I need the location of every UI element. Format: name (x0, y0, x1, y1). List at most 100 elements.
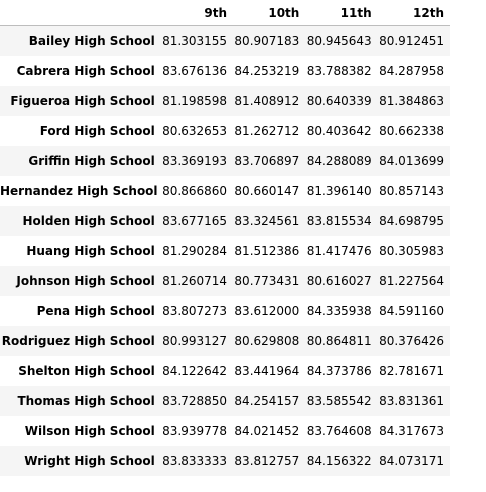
row-index-school-name: Cabrera High School (16, 63, 155, 78)
row-index-school-name: Holden High School (22, 213, 155, 228)
table-cell: 83.677165 (162, 213, 228, 228)
table-row: Cabrera High School 83.676136 84.253219 83.… (0, 56, 450, 86)
row-index-school-name: Hernandez High School (0, 183, 158, 198)
table-row: Shelton High School 84.122642 83.441964 84.… (0, 356, 450, 386)
table-row: Johnson High School 81.260714 80.773431 80.… (0, 265, 450, 296)
table-cell: 83.369193 (162, 153, 228, 168)
table-cell: 83.706897 (234, 153, 300, 168)
table-cell: 84.156322 (306, 453, 372, 468)
header-row: 9th 10th 11th 12th (0, 0, 450, 26)
table-cell: 84.013699 (379, 153, 444, 168)
table-row: Rodriguez High School 80.993127 80.629808 8… (0, 325, 450, 356)
table-row: Wright High School 83.833333 83.812757 84.1… (0, 445, 450, 476)
table-cell: 80.773431 (234, 273, 300, 288)
table-cell: 81.408912 (234, 93, 300, 108)
table-cell: 83.812757 (234, 453, 300, 468)
row-index-school-name: Shelton High School (18, 363, 155, 378)
table-cell: 81.260714 (162, 273, 228, 288)
dataframe-table: 9th 10th 11th 12th Bailey High School 81.… (0, 0, 450, 476)
table-cell: 81.290284 (162, 243, 228, 258)
row-index-school-name: Huang High School (26, 243, 155, 258)
table-row: Griffin High School 83.369193 83.706897 84.… (0, 145, 450, 176)
table-cell: 80.616027 (306, 273, 372, 288)
table-cell: 83.939778 (162, 423, 228, 438)
table-row: Thomas High School 83.728850 84.254157 83.5… (0, 385, 450, 416)
table-cell: 84.122642 (162, 363, 228, 378)
row-index-school-name: Wright High School (24, 453, 155, 468)
dataframe-table-container: 9th 10th 11th 12th Bailey High School 81.… (0, 0, 450, 476)
table-cell: 80.864811 (306, 333, 372, 348)
table-cell: 82.781671 (379, 363, 444, 378)
row-index-school-name: Thomas High School (17, 393, 155, 408)
table-cell: 80.857143 (379, 183, 444, 198)
table-cell: 83.815534 (306, 213, 372, 228)
table-row: Bailey High School 81.303155 80.907183 80.9… (0, 25, 450, 56)
table-cell: 81.198598 (162, 93, 228, 108)
table-cell: 84.373786 (306, 363, 372, 378)
table-cell: 84.288089 (306, 153, 372, 168)
table-row: Hernandez High School 80.866860 80.660147 8… (0, 176, 450, 206)
column-header-12th: 12th (377, 0, 450, 26)
table-cell: 80.305983 (379, 243, 444, 258)
table-cell: 80.993127 (162, 333, 228, 348)
table-cell: 84.021452 (234, 423, 300, 438)
table-cell: 83.676136 (162, 63, 228, 78)
row-index-school-name: Bailey High School (28, 33, 155, 48)
row-index-school-name: Figueroa High School (10, 93, 155, 108)
table-row: Huang High School 81.290284 81.512386 81.41… (0, 236, 450, 266)
table-cell: 83.831361 (379, 393, 444, 408)
table-cell: 81.303155 (162, 33, 228, 48)
table-row: Pena High School 83.807273 83.612000 84.335… (0, 296, 450, 326)
table-row: Ford High School 80.632653 81.262712 80.403… (0, 116, 450, 146)
table-cell: 80.912451 (379, 33, 444, 48)
index-header (0, 0, 161, 26)
table-cell: 84.287958 (379, 63, 444, 78)
row-index-school-name: Wilson High School (24, 423, 155, 438)
column-header-10th: 10th (233, 0, 306, 26)
table-cell: 80.632653 (162, 123, 228, 138)
table-cell: 80.907183 (234, 33, 300, 48)
table-cell: 84.591160 (379, 303, 444, 318)
table-cell: 83.441964 (234, 363, 300, 378)
table-cell: 81.396140 (306, 183, 372, 198)
column-header-9th: 9th (160, 0, 234, 26)
table-cell: 83.788382 (306, 63, 372, 78)
table-cell: 80.660147 (234, 183, 300, 198)
row-index-school-name: Ford High School (39, 123, 155, 138)
table-cell: 84.253219 (234, 63, 300, 78)
table-cell: 80.376426 (379, 333, 444, 348)
column-header-11th: 11th (305, 0, 378, 26)
table-cell: 80.945643 (306, 33, 372, 48)
table-row: Wilson High School 83.939778 84.021452 83.7… (0, 416, 450, 446)
row-index-school-name: Rodriguez High School (1, 333, 155, 348)
table-cell: 80.866860 (162, 183, 228, 198)
table-cell: 83.807273 (162, 303, 228, 318)
table-cell: 84.317673 (379, 423, 444, 438)
table-cell: 83.764608 (306, 423, 372, 438)
table-cell: 81.262712 (234, 123, 300, 138)
table-cell: 80.629808 (234, 333, 300, 348)
row-index-school-name: Pena High School (36, 303, 155, 318)
table-cell: 83.324561 (234, 213, 300, 228)
table-cell: 83.833333 (162, 453, 228, 468)
table-body: Bailey High School 81.303155 80.907183 80.9… (0, 25, 450, 476)
row-index-school-name: Johnson High School (16, 273, 155, 288)
table-cell: 84.073171 (379, 453, 444, 468)
table-cell: 80.662338 (379, 123, 444, 138)
table-cell: 81.227564 (379, 273, 444, 288)
table-cell: 81.417476 (306, 243, 372, 258)
table-cell: 83.728850 (162, 393, 228, 408)
table-cell: 83.585542 (306, 393, 372, 408)
table-cell: 84.335938 (306, 303, 372, 318)
table-row: Holden High School 83.677165 83.324561 83.8… (0, 205, 450, 236)
table-cell: 83.612000 (234, 303, 300, 318)
table-header: 9th 10th 11th 12th (0, 0, 450, 26)
table-cell: 84.254157 (234, 393, 300, 408)
table-cell: 81.512386 (234, 243, 300, 258)
table-cell: 80.640339 (306, 93, 372, 108)
table-row: Figueroa High School 81.198598 81.408912 80… (0, 85, 450, 116)
row-index-school-name: Griffin High School (28, 153, 155, 168)
table-cell: 81.384863 (379, 93, 444, 108)
table-cell: 80.403642 (306, 123, 372, 138)
table-cell: 84.698795 (379, 213, 444, 228)
